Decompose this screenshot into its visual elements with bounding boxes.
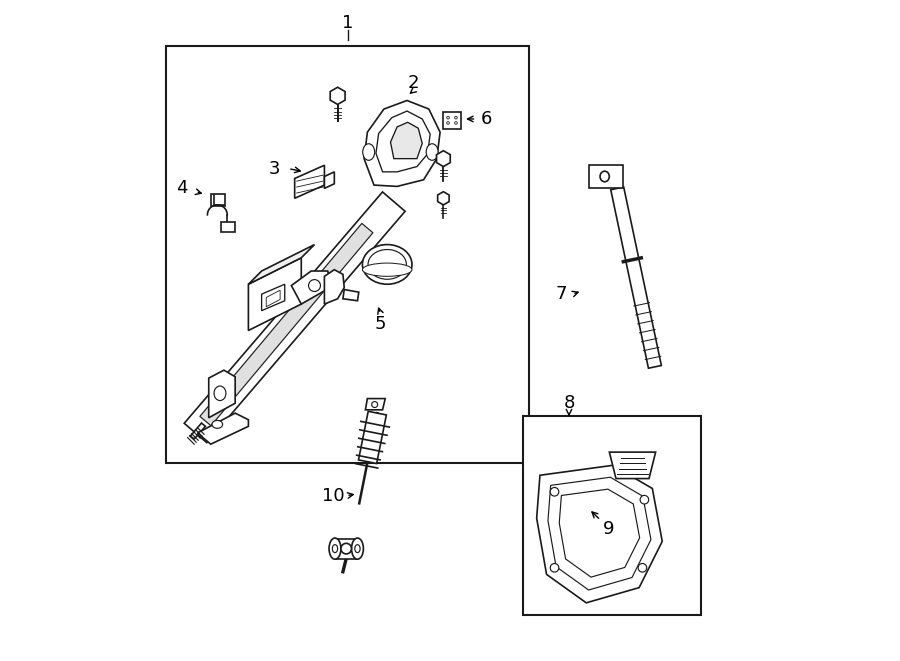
Polygon shape bbox=[184, 192, 405, 443]
Bar bbox=[523, 416, 701, 615]
Ellipse shape bbox=[363, 143, 374, 160]
Polygon shape bbox=[536, 465, 662, 603]
Text: 2: 2 bbox=[408, 73, 419, 92]
Polygon shape bbox=[292, 271, 331, 304]
Polygon shape bbox=[324, 270, 344, 304]
Text: 1: 1 bbox=[342, 14, 353, 32]
Ellipse shape bbox=[355, 545, 360, 553]
Text: 4: 4 bbox=[176, 179, 188, 198]
Polygon shape bbox=[364, 100, 440, 186]
Ellipse shape bbox=[329, 538, 341, 559]
Polygon shape bbox=[437, 192, 449, 205]
Polygon shape bbox=[248, 245, 314, 284]
Polygon shape bbox=[343, 290, 359, 301]
Bar bbox=[166, 46, 529, 463]
Ellipse shape bbox=[446, 122, 449, 124]
Ellipse shape bbox=[341, 543, 352, 554]
Polygon shape bbox=[611, 187, 662, 368]
Polygon shape bbox=[623, 257, 643, 262]
Polygon shape bbox=[335, 539, 357, 559]
Text: 6: 6 bbox=[481, 110, 492, 128]
Ellipse shape bbox=[352, 538, 364, 559]
FancyBboxPatch shape bbox=[212, 194, 225, 206]
Polygon shape bbox=[365, 399, 385, 410]
Polygon shape bbox=[548, 477, 651, 590]
Polygon shape bbox=[200, 223, 373, 426]
Polygon shape bbox=[324, 172, 334, 188]
Polygon shape bbox=[294, 165, 324, 198]
Polygon shape bbox=[436, 151, 450, 167]
Polygon shape bbox=[376, 111, 430, 172]
Ellipse shape bbox=[454, 116, 457, 119]
Ellipse shape bbox=[550, 487, 559, 496]
Polygon shape bbox=[262, 284, 284, 311]
Polygon shape bbox=[358, 411, 386, 463]
Ellipse shape bbox=[332, 545, 338, 553]
Ellipse shape bbox=[363, 263, 412, 276]
FancyBboxPatch shape bbox=[443, 112, 461, 129]
Text: 5: 5 bbox=[374, 315, 386, 333]
Ellipse shape bbox=[368, 250, 407, 279]
Polygon shape bbox=[190, 423, 205, 439]
Polygon shape bbox=[609, 452, 655, 479]
Ellipse shape bbox=[372, 401, 378, 407]
Text: 10: 10 bbox=[321, 486, 345, 505]
Ellipse shape bbox=[640, 496, 649, 504]
Ellipse shape bbox=[550, 563, 559, 572]
Polygon shape bbox=[248, 258, 302, 330]
Polygon shape bbox=[197, 413, 248, 444]
Polygon shape bbox=[330, 87, 345, 104]
Ellipse shape bbox=[309, 280, 320, 292]
Polygon shape bbox=[266, 290, 280, 307]
Polygon shape bbox=[590, 165, 623, 188]
Text: 8: 8 bbox=[563, 394, 575, 412]
Ellipse shape bbox=[446, 116, 449, 119]
Ellipse shape bbox=[214, 386, 226, 401]
Polygon shape bbox=[391, 122, 422, 159]
Ellipse shape bbox=[638, 563, 647, 572]
Polygon shape bbox=[559, 489, 640, 577]
Ellipse shape bbox=[454, 122, 457, 124]
Text: 7: 7 bbox=[555, 285, 567, 303]
Text: 3: 3 bbox=[269, 159, 281, 178]
Text: 9: 9 bbox=[603, 520, 615, 538]
Ellipse shape bbox=[212, 420, 222, 428]
Polygon shape bbox=[209, 370, 235, 418]
Ellipse shape bbox=[363, 245, 412, 284]
FancyBboxPatch shape bbox=[221, 222, 235, 232]
Ellipse shape bbox=[600, 171, 609, 182]
Ellipse shape bbox=[427, 143, 438, 160]
